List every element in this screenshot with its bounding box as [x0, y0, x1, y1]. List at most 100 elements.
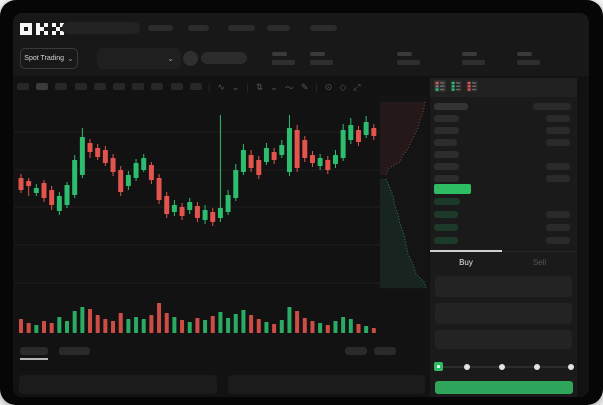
ticker-stat-value — [397, 60, 420, 65]
last-price-pill[interactable] — [434, 184, 471, 194]
okx-trading-window: Spot Trading ⌄ ⌄ | ∿ ⌄ | ⇅ ⌄ 〜 ✎ | ⊙ ◇ ⤢ — [13, 13, 589, 397]
orders-filter-pill[interactable] — [345, 347, 367, 355]
chevron-down-icon: ⌄ — [67, 53, 74, 63]
orders-list-panel-2 — [228, 375, 425, 394]
ticker-stat-value — [272, 60, 295, 65]
order-book-header — [430, 78, 577, 97]
active-tab-indicator — [430, 250, 502, 252]
buy-button[interactable] — [435, 381, 573, 394]
bid-price-placeholder[interactable] — [434, 224, 458, 231]
orders-tab-underline — [20, 358, 48, 360]
ticker-stat-label — [517, 52, 532, 56]
nav-item[interactable] — [267, 25, 290, 31]
ask-price-placeholder[interactable] — [434, 175, 459, 182]
ticker-stat-value — [310, 60, 333, 65]
okx-logo[interactable] — [20, 22, 64, 35]
header-price-placeholder — [434, 103, 468, 110]
pair-dropdown[interactable]: ⌄ — [97, 48, 181, 69]
tab-sell[interactable]: Sell — [532, 257, 547, 267]
market-type-label: Spot Trading — [24, 55, 64, 62]
chevron-down-icon[interactable]: ⌄ — [270, 81, 278, 92]
orders-tab[interactable] — [59, 347, 90, 355]
amount-slider-handle[interactable] — [434, 362, 443, 371]
timeframe-tab[interactable] — [36, 83, 49, 90]
ticker-stat-value — [517, 60, 540, 65]
slider-step-dot[interactable] — [534, 364, 540, 370]
header-amount-placeholder — [533, 103, 571, 110]
compare-icon[interactable]: ⇅ — [255, 81, 264, 92]
ask-amount-placeholder — [546, 127, 570, 134]
nav-item[interactable] — [148, 25, 173, 31]
coin-icon — [183, 51, 198, 66]
nav-item[interactable] — [228, 25, 255, 31]
bid-price-placeholder[interactable] — [434, 211, 458, 218]
ask-price-placeholder[interactable] — [434, 151, 459, 158]
bid-price-placeholder[interactable] — [434, 237, 458, 244]
timeframe-tab[interactable] — [17, 83, 29, 90]
camera-icon[interactable]: ⊙ — [324, 81, 333, 92]
divider: | — [246, 82, 249, 92]
timeframe-tab[interactable] — [93, 83, 106, 90]
order-input-3[interactable] — [435, 330, 572, 349]
book-combined-icon[interactable] — [434, 79, 446, 97]
pair-name-placeholder — [201, 52, 247, 64]
fullscreen-icon[interactable]: ⤢ — [353, 81, 361, 92]
timeframe-tab[interactable] — [170, 83, 183, 90]
ticker-stat-value — [462, 60, 485, 65]
ticker-stat-label — [462, 52, 477, 56]
chevron-down-icon[interactable]: ⌄ — [231, 81, 240, 92]
wave-icon[interactable]: 〜 — [284, 82, 294, 93]
book-bids-icon[interactable] — [450, 79, 462, 97]
order-input-1[interactable] — [435, 276, 572, 297]
ask-price-placeholder[interactable] — [434, 139, 457, 146]
ask-price-placeholder[interactable] — [434, 163, 459, 170]
ticker-stat-label — [310, 52, 325, 56]
draw-icon[interactable]: ✎ — [300, 81, 309, 92]
bid-amount-placeholder — [546, 211, 570, 218]
ask-price-placeholder[interactable] — [434, 115, 459, 122]
orders-list-panel-1 — [19, 375, 217, 394]
timeframe-tab[interactable] — [74, 83, 87, 90]
amount-slider-track[interactable] — [437, 366, 573, 368]
search-input[interactable] — [62, 22, 140, 34]
orders-tab[interactable] — [20, 347, 48, 355]
ticker-stat-label — [397, 52, 412, 56]
line-type-icon[interactable]: ∿ — [217, 81, 225, 92]
timeframe-tab[interactable] — [132, 83, 145, 90]
depth-chart — [380, 96, 428, 290]
timeframe-tab[interactable] — [55, 83, 68, 90]
order-input-2[interactable] — [435, 303, 572, 324]
slider-step-dot[interactable] — [568, 364, 574, 370]
orders-filter-pill[interactable] — [374, 347, 396, 355]
order-book-panel: Buy Sell — [430, 78, 577, 397]
tab-divider — [430, 251, 577, 252]
ask-amount-placeholder — [546, 163, 570, 170]
chevron-down-icon: ⌄ — [167, 53, 174, 63]
nav-item[interactable] — [310, 25, 337, 31]
magnet-icon[interactable]: ◇ — [339, 81, 347, 92]
candlestick-chart-canvas[interactable] — [14, 96, 380, 340]
slider-step-dot[interactable] — [464, 364, 470, 370]
divider: | — [208, 82, 211, 92]
ask-amount-placeholder — [546, 175, 570, 182]
ticker-stat-label — [272, 52, 287, 56]
book-asks-icon[interactable] — [466, 79, 478, 97]
bid-price-placeholder[interactable] — [434, 198, 460, 205]
timeframe-tab[interactable] — [151, 83, 164, 90]
tab-buy[interactable]: Buy — [459, 257, 473, 267]
ask-price-placeholder[interactable] — [434, 127, 459, 134]
chart-toolbar-icons: | ∿ ⌄ | ⇅ ⌄ 〜 ✎ | ⊙ ◇ ⤢ — [208, 80, 360, 94]
timeframe-tab[interactable] — [189, 83, 202, 90]
market-type-dropdown[interactable]: Spot Trading ⌄ — [20, 48, 78, 69]
divider: | — [315, 82, 318, 92]
slider-step-dot[interactable] — [499, 364, 505, 370]
okx-logo-icon — [20, 23, 64, 35]
bid-amount-placeholder — [546, 237, 570, 244]
timeframe-tab[interactable] — [113, 83, 125, 90]
ask-amount-placeholder — [546, 115, 570, 122]
ask-amount-placeholder — [546, 139, 570, 146]
nav-item[interactable] — [188, 25, 209, 31]
bid-amount-placeholder — [546, 224, 570, 231]
